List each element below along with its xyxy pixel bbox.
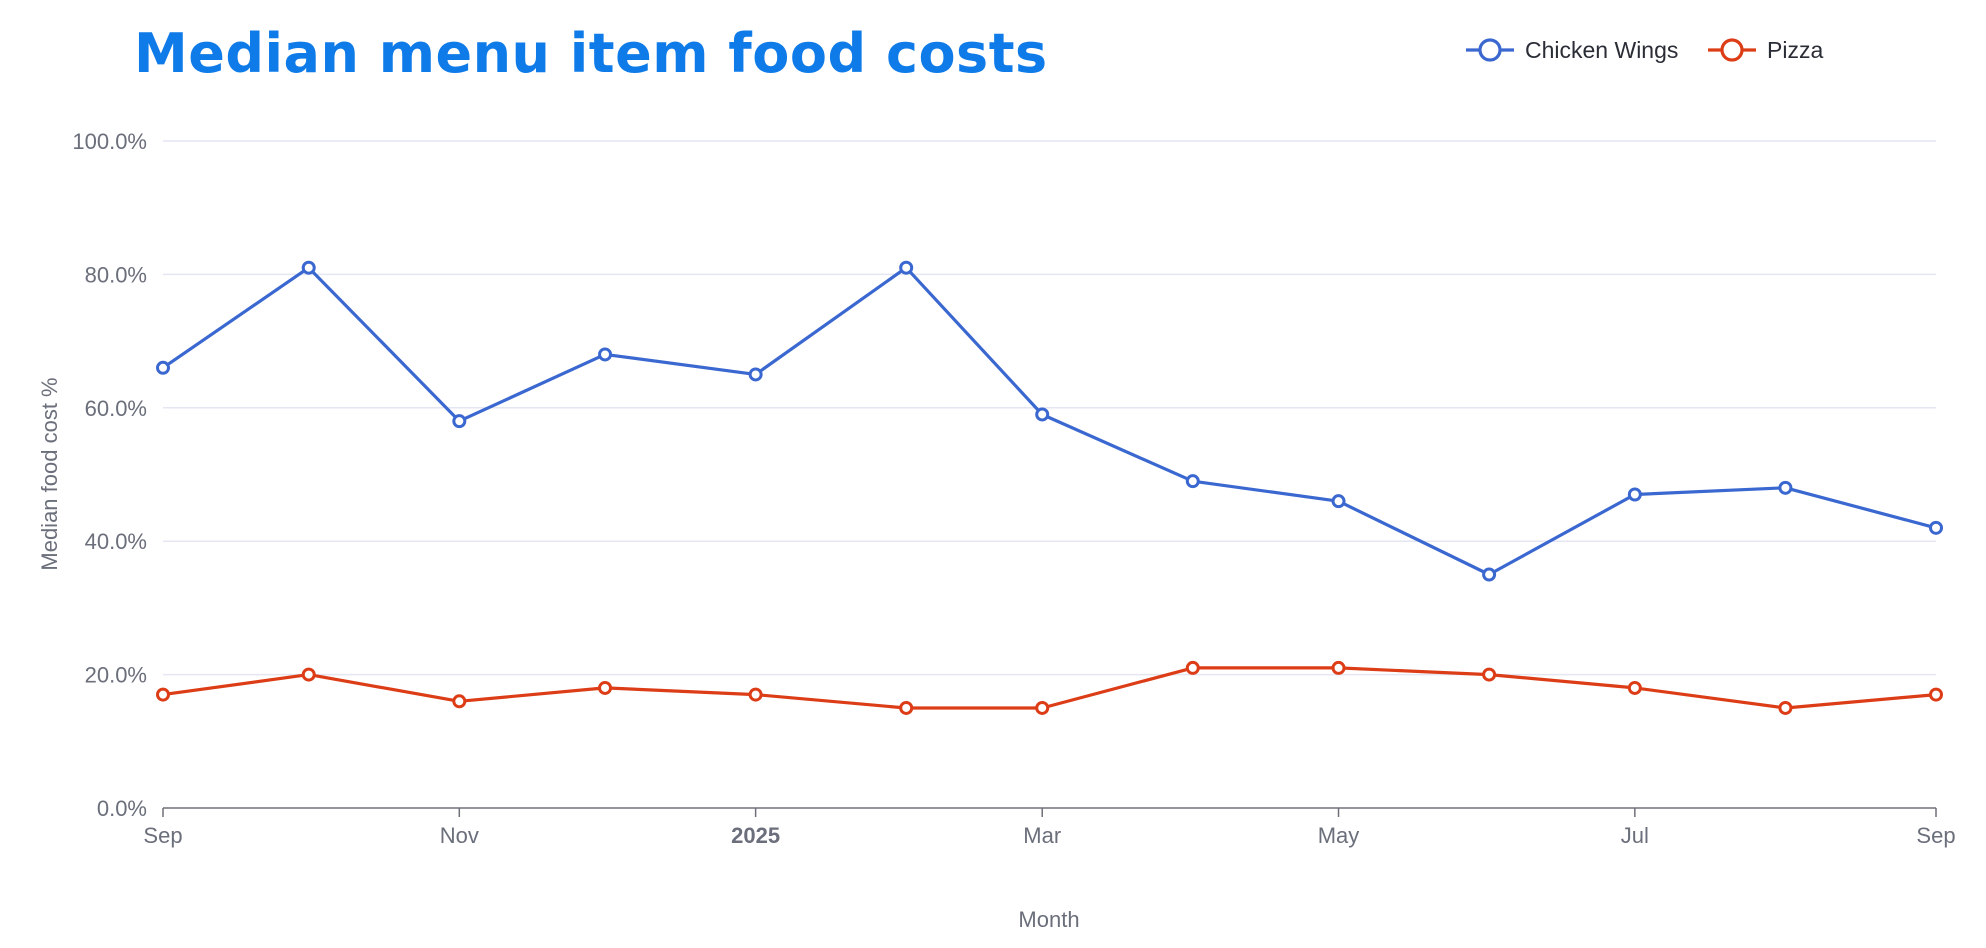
- axes: 0.0% 20.0% 40.0% 60.0% 80.0% 100.0% Sep Nov 2025…: [72, 129, 1955, 848]
- data-point-chicken-wings[interactable]: [748, 367, 763, 382]
- x-tick-label: May: [1318, 823, 1360, 848]
- legend-item-pizza[interactable]: Pizza: [1708, 37, 1823, 63]
- legend[interactable]: Chicken Wings Pizza: [1466, 37, 1823, 63]
- y-tick-label: 0.0%: [97, 796, 147, 821]
- y-tick-label: 20.0%: [85, 663, 147, 688]
- data-point-chicken-wings[interactable]: [1331, 494, 1346, 509]
- data-point-pizza[interactable]: [598, 680, 613, 695]
- data-point-chicken-wings[interactable]: [1482, 567, 1497, 582]
- chart-title: Median menu item food costs: [134, 22, 1048, 85]
- data-point-chicken-wings[interactable]: [452, 414, 467, 429]
- data-point-pizza[interactable]: [748, 687, 763, 702]
- data-point-pizza[interactable]: [1929, 687, 1943, 702]
- data-point-pizza[interactable]: [1778, 700, 1793, 715]
- data-point-pizza[interactable]: [1627, 680, 1642, 695]
- legend-label: Pizza: [1767, 37, 1823, 63]
- legend-marker-icon: [1720, 38, 1744, 62]
- x-axis-title: Month: [1018, 907, 1079, 932]
- data-point-chicken-wings[interactable]: [156, 360, 170, 375]
- data-point-chicken-wings[interactable]: [1778, 480, 1793, 495]
- legend-marker-icon: [1478, 38, 1502, 62]
- data-point-pizza[interactable]: [1035, 700, 1050, 715]
- data-point-pizza[interactable]: [1185, 660, 1200, 675]
- y-tick-label: 80.0%: [85, 262, 147, 287]
- data-point-pizza[interactable]: [452, 694, 467, 709]
- data-point-pizza[interactable]: [1331, 660, 1346, 675]
- data-point-chicken-wings[interactable]: [598, 347, 613, 362]
- data-point-pizza[interactable]: [156, 687, 170, 702]
- series-lines: [156, 260, 1943, 715]
- x-tick-label: Sep: [143, 823, 182, 848]
- x-tick-label: Mar: [1023, 823, 1061, 848]
- grid-lines: [163, 140, 1936, 676]
- data-point-chicken-wings[interactable]: [301, 260, 316, 275]
- data-point-chicken-wings[interactable]: [1929, 520, 1943, 535]
- data-point-pizza[interactable]: [1482, 667, 1497, 682]
- x-tick-label: 2025: [731, 823, 780, 848]
- data-point-pizza[interactable]: [301, 667, 316, 682]
- series-line-chicken-wings: [162, 266, 1937, 577]
- x-tick-label: Sep: [1916, 823, 1955, 848]
- data-point-chicken-wings[interactable]: [899, 260, 914, 275]
- y-tick-label: 40.0%: [85, 529, 147, 554]
- data-point-chicken-wings[interactable]: [1185, 474, 1200, 489]
- legend-label: Chicken Wings: [1525, 37, 1678, 63]
- data-point-chicken-wings[interactable]: [1627, 487, 1642, 502]
- y-tick-label: 100.0%: [72, 129, 147, 154]
- x-tick-label: Jul: [1621, 823, 1649, 848]
- y-tick-label: 60.0%: [85, 396, 147, 421]
- y-axis-title: Median food cost %: [37, 377, 62, 570]
- legend-item-chicken-wings[interactable]: Chicken Wings: [1466, 37, 1678, 63]
- data-point-chicken-wings[interactable]: [1035, 407, 1050, 422]
- x-tick-label: Nov: [440, 823, 479, 848]
- data-point-pizza[interactable]: [899, 700, 914, 715]
